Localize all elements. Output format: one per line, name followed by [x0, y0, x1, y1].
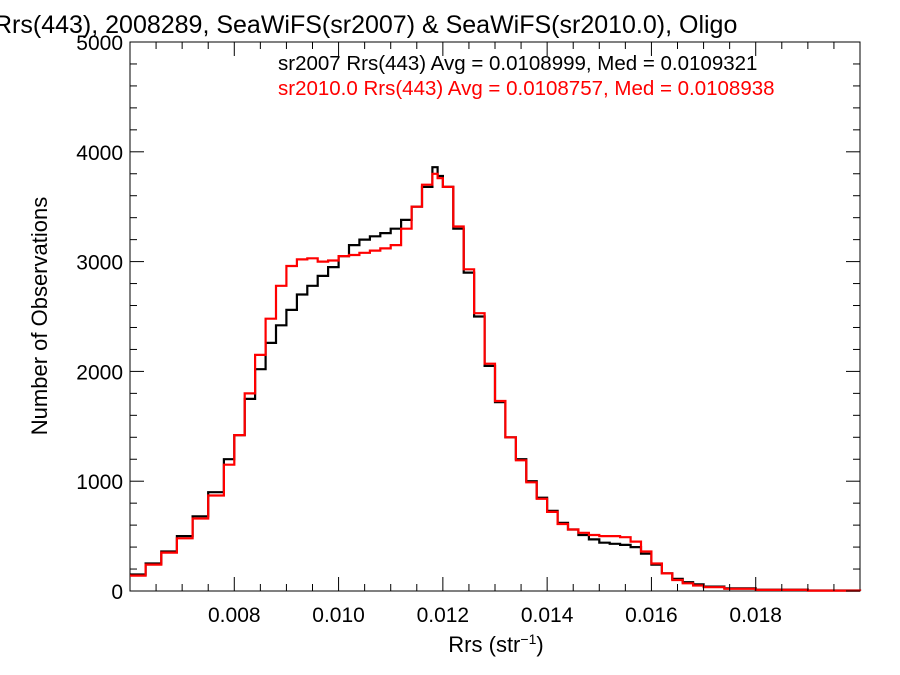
series-line-sr2010.0: [130, 172, 862, 592]
x-axis-label: Rrs (str−1): [448, 631, 543, 657]
series-layer: [130, 166, 862, 592]
ticks-layer: [130, 41, 860, 592]
y-tick-label: 1000: [76, 471, 123, 494]
y-tick-label: 0: [111, 581, 123, 604]
y-tick-label: 5000: [76, 32, 123, 55]
x-axis-label-sup: −1: [520, 631, 536, 647]
x-tick-label: 0.018: [729, 604, 782, 627]
x-tick-label: 0.008: [208, 604, 261, 627]
x-tick-label: 0.016: [625, 604, 678, 627]
tick-labels-layer: 0.008 0.010 0.012 0.014 0.016 0.018 0 1000 2000 3…: [76, 32, 782, 627]
y-tick-label: 2000: [76, 361, 123, 384]
x-tick-label: 0.010: [312, 604, 365, 627]
legend-entry-sr2007: sr2007 Rrs(443) Avg = 0.0108999, Med = 0…: [278, 52, 757, 75]
chart-title: Rrs(443), 2008289, SeaWiFS(sr2007) & Sea…: [0, 11, 737, 39]
legend-entry-sr2010: sr2010.0 Rrs(443) Avg = 0.0108757, Med =…: [278, 77, 775, 100]
x-tick-label: 0.014: [521, 604, 574, 627]
plot-frame: [129, 41, 861, 592]
y-tick-label: 4000: [76, 142, 123, 165]
x-axis-label-close: ): [536, 632, 543, 657]
y-tick-label: 3000: [76, 252, 123, 275]
y-axis-label: Number of Observations: [27, 197, 52, 435]
x-tick-label: 0.012: [417, 604, 470, 627]
x-axis-label-main: Rrs (str: [448, 632, 520, 657]
